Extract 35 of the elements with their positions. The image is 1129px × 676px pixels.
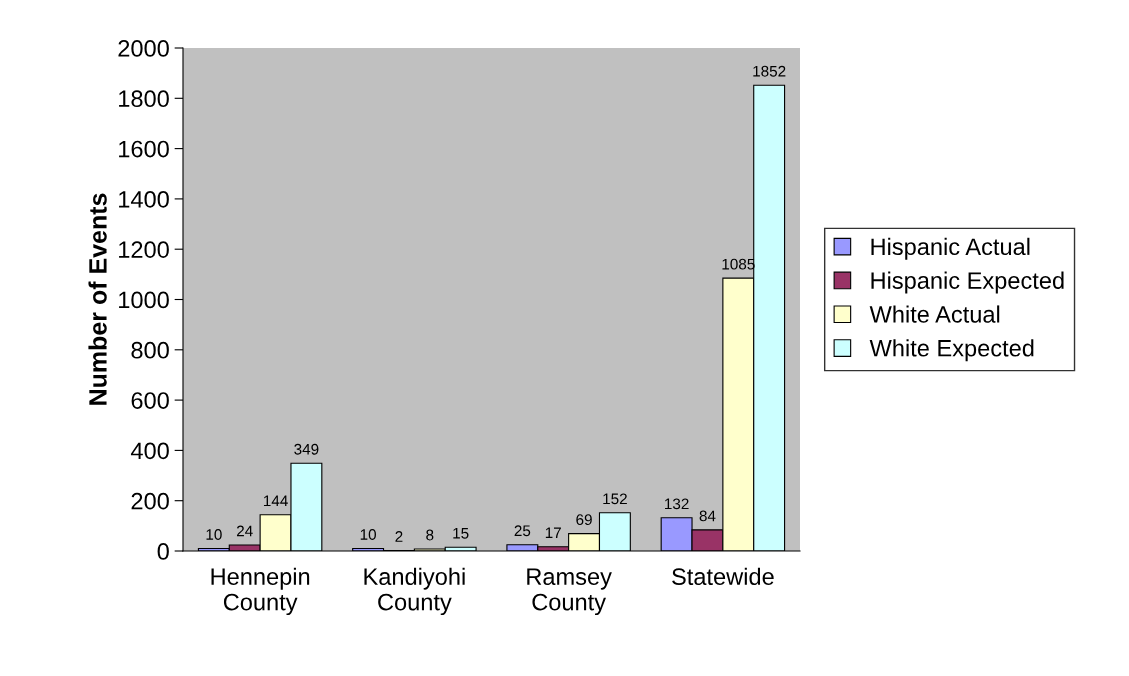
y-tick-label: 800 <box>131 341 169 359</box>
data-label: 10 <box>360 529 376 540</box>
y-tick-label: 1200 <box>119 241 169 258</box>
y-tick-label: 600 <box>131 392 169 409</box>
data-label: 152 <box>603 493 627 505</box>
x-tick-label: Statewide <box>672 567 774 586</box>
legend-label: White Expected <box>869 339 1034 362</box>
y-tick-label: 1400 <box>119 190 169 208</box>
data-label: 24 <box>236 525 253 537</box>
x-tick-label: Kandiyohi County <box>364 567 465 616</box>
data-label: 132 <box>665 498 689 510</box>
legend-label: Hispanic Actual <box>871 237 1030 260</box>
data-label: 2 <box>395 531 403 542</box>
y-tick-label: 0 <box>157 543 169 560</box>
y-tick-label: 200 <box>131 492 169 510</box>
data-label: 10 <box>206 529 222 540</box>
data-label: 84 <box>699 510 716 522</box>
data-label: 349 <box>294 443 319 455</box>
y-tick-label: 1800 <box>119 90 169 108</box>
data-label: 25 <box>514 525 531 537</box>
x-tick-label: Ramsey County <box>527 568 612 616</box>
x-tick-label: Hennepin County <box>211 567 310 616</box>
y-axis-title: Number of Events <box>88 193 107 405</box>
data-label: 144 <box>263 495 288 507</box>
data-label: 1852 <box>753 65 786 77</box>
y-tick-label: 2000 <box>118 40 169 57</box>
data-label: 69 <box>576 514 592 526</box>
data-label: 15 <box>453 527 469 539</box>
y-tick-label: 1000 <box>119 291 169 309</box>
legend-label: Hispanic Expected <box>871 271 1064 294</box>
legend-label: White Actual <box>869 305 1000 323</box>
y-tick-label: 1600 <box>119 140 169 158</box>
data-label: 17 <box>545 527 561 538</box>
data-label: 8 <box>426 529 434 541</box>
y-tick-label: 400 <box>130 442 169 460</box>
